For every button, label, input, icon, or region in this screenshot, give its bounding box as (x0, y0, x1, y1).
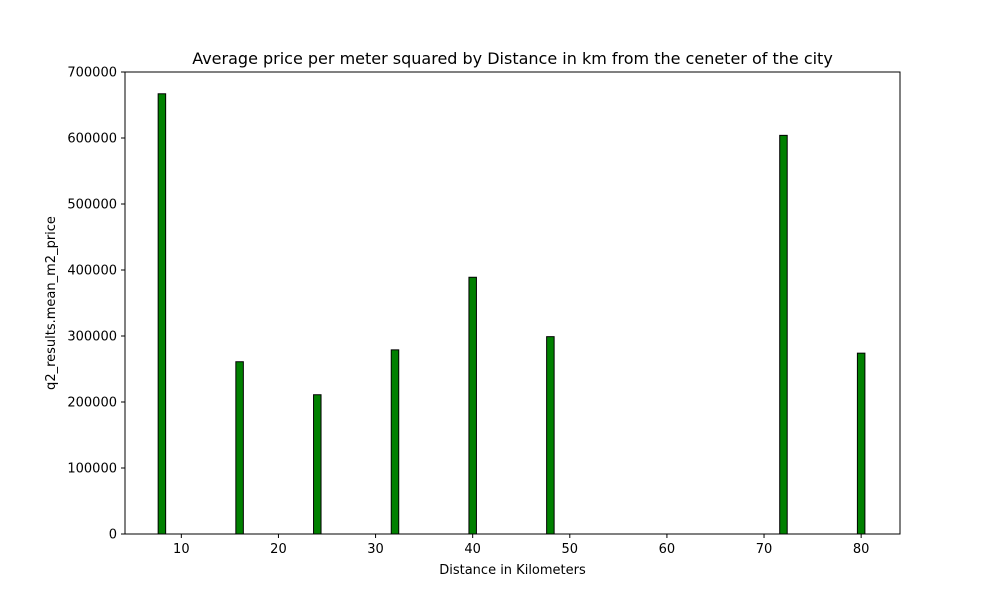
x-tick-label: 50 (562, 542, 579, 557)
y-tick-label: 100000 (67, 462, 117, 477)
x-tick-label: 60 (659, 542, 676, 557)
y-tick-label: 500000 (67, 198, 117, 213)
bar (313, 394, 322, 535)
bars-layer (157, 93, 866, 535)
x-tick-label: 40 (464, 542, 481, 557)
bar (856, 352, 866, 535)
bar (157, 93, 167, 535)
y-axis: 0 100000 200000 300000 400000 500000 600000 700… (67, 66, 125, 543)
y-tick-label: 600000 (67, 132, 117, 147)
plot-frame (124, 71, 901, 535)
x-axis: 10 20 30 40 50 60 70 80 (173, 534, 869, 557)
bar (235, 361, 244, 535)
y-tick-label: 400000 (67, 264, 117, 279)
x-tick-label: 30 (367, 542, 384, 557)
bar (468, 276, 477, 535)
chart-title: Average price per meter squared by Dista… (192, 49, 833, 68)
y-tick-label: 0 (109, 528, 117, 543)
bar (390, 349, 400, 535)
x-axis-label: Distance in Kilometers (439, 563, 586, 578)
bar (779, 134, 788, 535)
y-tick-label: 300000 (67, 330, 117, 345)
x-tick-label: 70 (756, 542, 773, 557)
x-tick-label: 20 (270, 542, 287, 557)
x-tick-label: 80 (853, 542, 870, 557)
bar (546, 336, 555, 535)
y-tick-label: 200000 (67, 396, 117, 411)
y-axis-label: q2_results.mean_m2_price (44, 216, 59, 390)
y-tick-label: 700000 (67, 66, 117, 81)
x-tick-label: 10 (173, 542, 190, 557)
